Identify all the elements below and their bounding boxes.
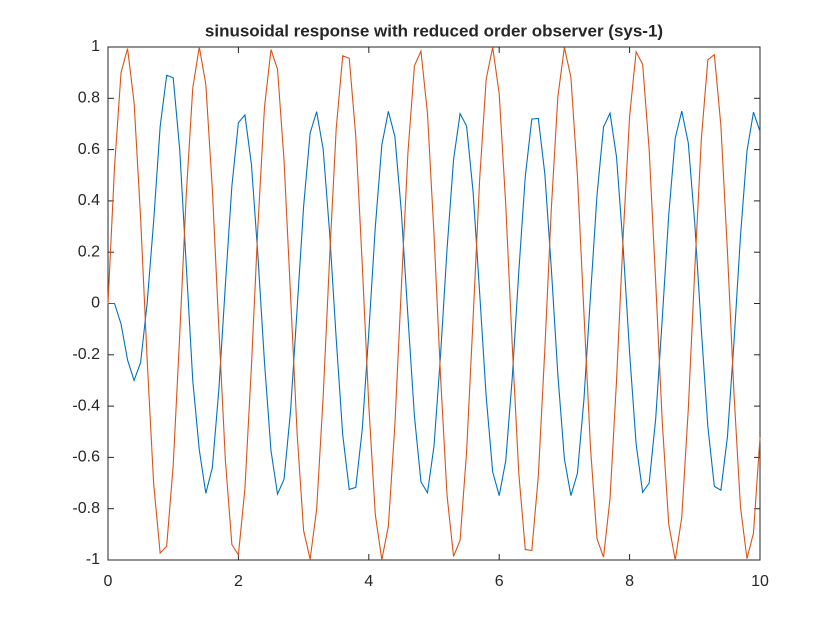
- x-tick-label: 8: [625, 573, 634, 590]
- x-tick-label: 2: [234, 573, 243, 590]
- x-tick-label: 10: [751, 573, 769, 590]
- y-tick-label: -0.8: [72, 500, 100, 517]
- y-tick-label: -0.6: [72, 449, 100, 466]
- y-tick-label: 1: [91, 38, 100, 55]
- y-tick-label: 0.8: [78, 90, 100, 107]
- chart-title: sinusoidal response with reduced order o…: [205, 21, 663, 40]
- x-tick-label: 0: [104, 573, 113, 590]
- y-tick-label: -0.2: [72, 346, 100, 363]
- y-tick-label: 0: [91, 295, 100, 312]
- axes-box: [107, 46, 761, 561]
- line-series: [107, 46, 761, 561]
- y-tick-label: -0.4: [72, 397, 100, 414]
- x-tick-label: 4: [364, 573, 373, 590]
- y-tick-label: -1: [86, 551, 100, 568]
- y-tick-label: 0.4: [78, 192, 100, 209]
- y-tick-label: 0.6: [78, 141, 100, 158]
- y-tick-label: 0.2: [78, 243, 100, 260]
- x-tick-label: 6: [495, 573, 504, 590]
- line-series: [108, 74, 761, 497]
